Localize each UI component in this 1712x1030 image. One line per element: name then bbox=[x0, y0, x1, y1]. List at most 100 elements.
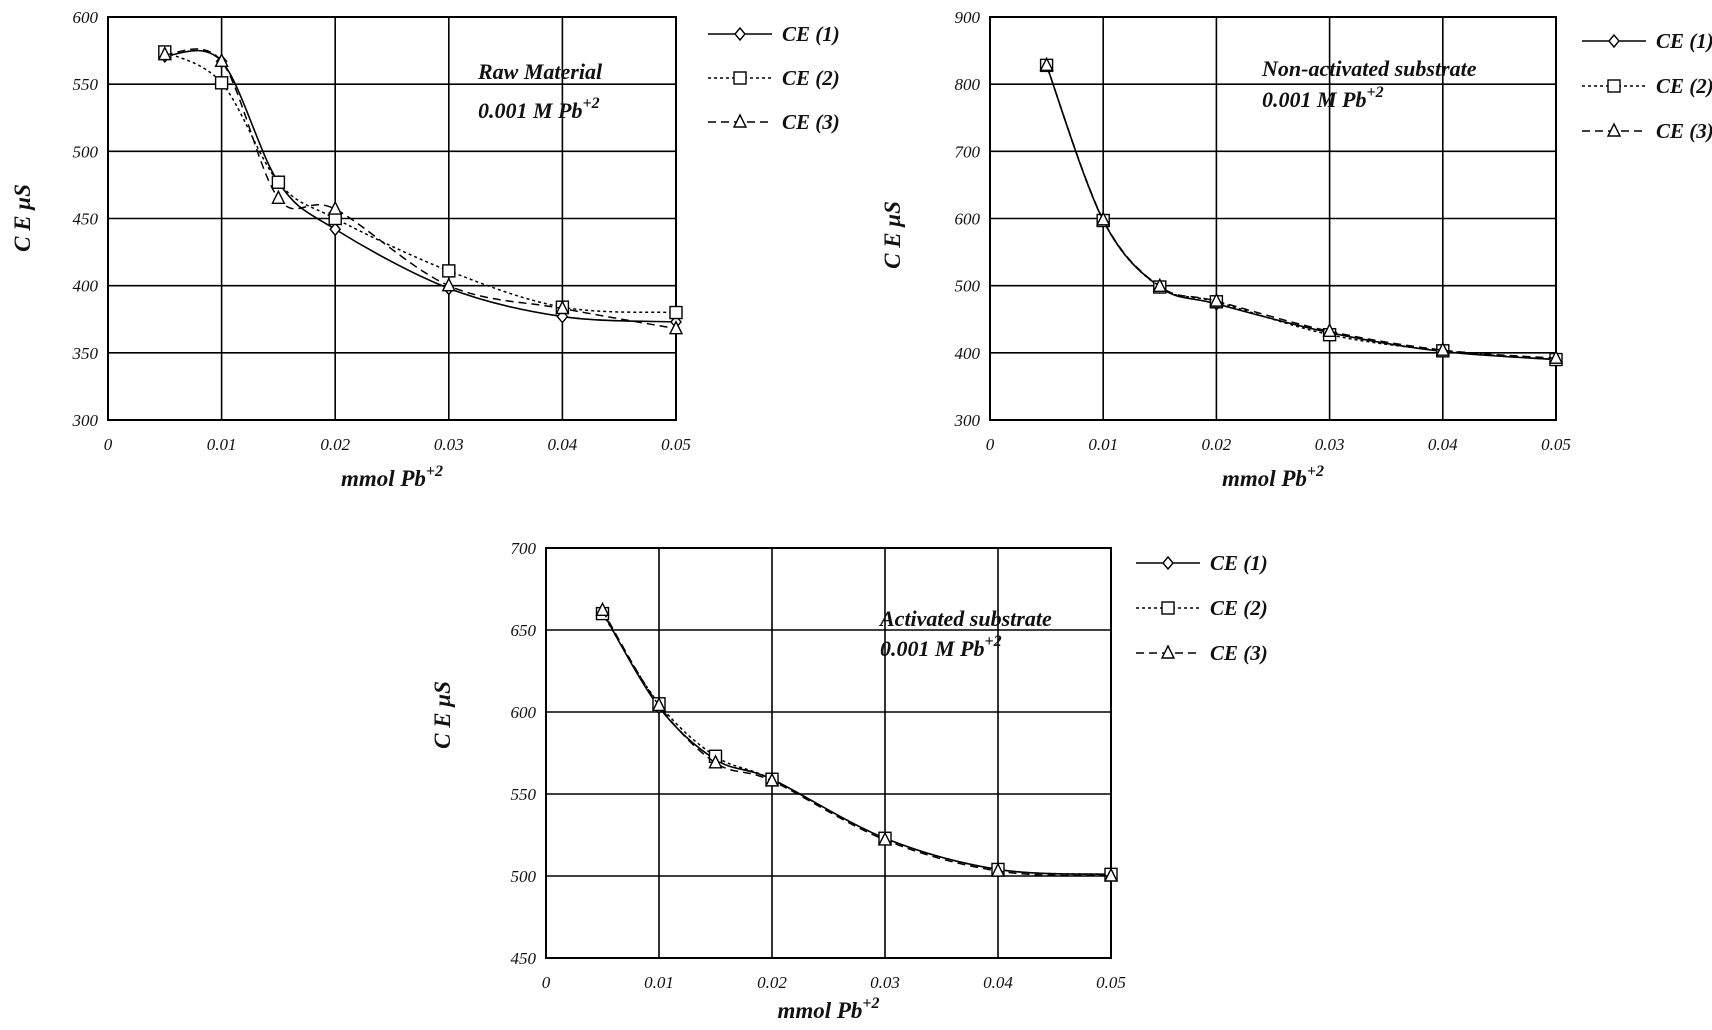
x-tick-label: 0 bbox=[542, 973, 551, 992]
annotation: Raw Material 0.001 M Pb+2 bbox=[477, 59, 603, 123]
series-line bbox=[601, 609, 1112, 877]
legend-item-ce-2: CE (2) bbox=[1582, 74, 1712, 98]
legend-marker bbox=[1607, 79, 1621, 93]
y-tick-label: 600 bbox=[73, 8, 99, 27]
legend-item-ce-2: CE (2) bbox=[708, 66, 840, 90]
annotation-line-2: 0.001 M Pb+2 bbox=[880, 633, 1002, 661]
annotation-line-1: Non-activated substrate bbox=[1261, 56, 1477, 81]
legend-label: CE (2) bbox=[1656, 74, 1712, 98]
legend-item-ce-1: CE (1) bbox=[1136, 551, 1268, 575]
y-axis-title: C E μS bbox=[880, 201, 905, 269]
legend-item-ce-3: CE (3) bbox=[708, 110, 840, 134]
data-point bbox=[329, 222, 342, 237]
y-tick-label: 450 bbox=[73, 210, 99, 229]
y-tick-label: 500 bbox=[73, 142, 99, 161]
data-point bbox=[328, 200, 343, 215]
x-tick-label: 0.03 bbox=[870, 973, 900, 992]
x-axis-title: mmol Pb+2 bbox=[1222, 463, 1324, 491]
chart-non-activated-substrate: 300 400 500 600 700 800 900 0 0.01 0.02 0.03 0.04 0.… bbox=[880, 8, 1712, 491]
y-tick-label: 900 bbox=[955, 8, 981, 27]
x-tick-label: 0.02 bbox=[320, 435, 350, 454]
series-ce-2 bbox=[595, 606, 1118, 882]
series-ce-3 bbox=[1039, 56, 1564, 364]
legend-item-ce-2: CE (2) bbox=[1136, 596, 1268, 620]
data-point bbox=[555, 299, 570, 315]
chart-raw-material: 300 350 400 450 500 550 600 0 0.01 0.02 0.03 0.04 0.… bbox=[10, 8, 840, 491]
x-axis-title: mmol Pb+2 bbox=[341, 463, 443, 491]
x-tick-label: 0.01 bbox=[207, 435, 237, 454]
legend-marker bbox=[732, 113, 748, 128]
legend-marker bbox=[733, 71, 747, 85]
data-point bbox=[1096, 211, 1111, 226]
series-line bbox=[164, 49, 677, 323]
x-tick-label: 0.04 bbox=[548, 435, 578, 454]
data-point bbox=[214, 52, 229, 68]
legend-label: CE (1) bbox=[782, 22, 840, 46]
x-tick-label: 0.02 bbox=[757, 973, 787, 992]
annotation-line-2: 0.001 M Pb+2 bbox=[478, 95, 600, 123]
y-tick-label: 500 bbox=[511, 867, 537, 886]
series-line bbox=[601, 611, 1112, 876]
data-point bbox=[441, 277, 456, 292]
x-tick-label: 0.05 bbox=[1541, 435, 1571, 454]
y-tick-label: 400 bbox=[73, 277, 99, 296]
data-point bbox=[668, 320, 684, 335]
chart-activated-substrate: 450 500 550 600 650 700 0 0.01 0.02 0.03 0.04 0.05 m… bbox=[430, 539, 1268, 1023]
legend-item-ce-3: CE (3) bbox=[1136, 641, 1268, 665]
data-point bbox=[764, 772, 780, 787]
legend-marker bbox=[1608, 33, 1620, 49]
data-point bbox=[214, 76, 229, 90]
data-point bbox=[271, 189, 286, 205]
y-tick-label: 650 bbox=[511, 621, 537, 640]
legend-label: CE (3) bbox=[782, 110, 840, 134]
data-point bbox=[990, 862, 1006, 877]
y-tick-label: 800 bbox=[955, 75, 981, 94]
legend-label: CE (3) bbox=[1210, 641, 1268, 665]
x-tick-label: 0.03 bbox=[434, 435, 464, 454]
data-point bbox=[1152, 277, 1167, 293]
series-ce-3 bbox=[595, 601, 1119, 882]
y-tick-label: 550 bbox=[511, 785, 537, 804]
x-tick-label: 0.04 bbox=[983, 973, 1013, 992]
annotation-line-1: Activated substrate bbox=[878, 606, 1052, 631]
x-tick-label: 0.01 bbox=[644, 973, 674, 992]
legend-item-ce-1: CE (1) bbox=[1582, 29, 1712, 53]
x-tick-label: 0.05 bbox=[661, 435, 691, 454]
x-axis-title: mmol Pb+2 bbox=[777, 995, 879, 1023]
x-tick-label: 0 bbox=[986, 435, 995, 454]
y-tick-label: 400 bbox=[955, 344, 981, 363]
plot-frame bbox=[107, 16, 677, 421]
data-point bbox=[595, 601, 610, 617]
x-tick-label: 0.05 bbox=[1096, 973, 1126, 992]
data-point bbox=[1039, 56, 1054, 72]
plot-frame bbox=[545, 547, 1112, 959]
legend-label: CE (2) bbox=[1210, 596, 1268, 620]
y-tick-label: 700 bbox=[955, 142, 981, 161]
legend-label: CE (3) bbox=[1656, 119, 1712, 143]
y-tick-label: 300 bbox=[954, 411, 981, 430]
x-tick-label: 0.03 bbox=[1315, 435, 1345, 454]
annotation-line-2: 0.001 M Pb+2 bbox=[1262, 84, 1384, 112]
annotation-line-1: Raw Material bbox=[477, 59, 603, 84]
data-point bbox=[708, 754, 723, 769]
x-tick-label: 0.02 bbox=[1202, 435, 1232, 454]
x-tick-label: 0.01 bbox=[1088, 435, 1118, 454]
data-point bbox=[669, 305, 683, 320]
data-point bbox=[157, 46, 172, 61]
y-tick-label: 600 bbox=[511, 703, 537, 722]
data-point bbox=[1548, 349, 1564, 364]
series-line bbox=[164, 48, 677, 330]
y-tick-label: 450 bbox=[511, 949, 537, 968]
y-axis-title: C E μS bbox=[430, 681, 455, 749]
y-tick-label: 700 bbox=[511, 539, 537, 558]
data-point bbox=[442, 264, 456, 278]
legend-marker bbox=[1160, 644, 1176, 659]
series-ce-1 bbox=[596, 604, 1117, 882]
y-tick-label: 350 bbox=[72, 344, 99, 363]
y-axis-title: C E μS bbox=[10, 184, 35, 252]
legend-marker bbox=[1162, 555, 1174, 571]
x-tick-label: 0 bbox=[104, 435, 113, 454]
x-tick-label: 0.04 bbox=[1428, 435, 1458, 454]
